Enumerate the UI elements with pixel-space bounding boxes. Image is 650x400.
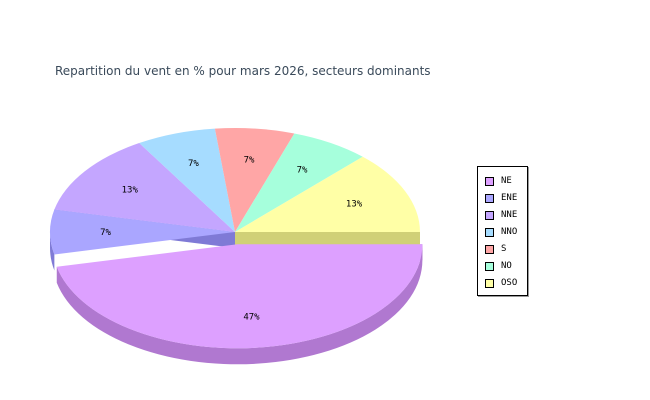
slice-label-no: 7% xyxy=(297,166,308,176)
legend-swatch xyxy=(485,261,494,271)
legend-swatch xyxy=(485,244,494,254)
slice-label-nno: 7% xyxy=(188,159,199,169)
slice-label-ne: 47% xyxy=(243,313,260,323)
pie-side-ne xyxy=(56,244,423,365)
pie-slice-ne xyxy=(56,244,423,349)
legend-label: NE xyxy=(501,176,512,186)
legend-label: NNE xyxy=(501,210,518,220)
legend: NE ENE NNE NNO S NO OSO xyxy=(477,166,528,296)
legend-swatch xyxy=(485,278,494,288)
legend-swatch xyxy=(485,193,494,203)
slice-label-ene: 7% xyxy=(100,228,111,238)
legend-item-ne: NE xyxy=(485,175,512,187)
slice-label-oso: 13% xyxy=(346,199,363,209)
legend-item-no: NO xyxy=(485,260,512,272)
legend-item-nno: NNO xyxy=(485,226,517,238)
legend-item-ene: ENE xyxy=(485,192,517,204)
legend-label: OSO xyxy=(501,278,518,288)
pie-side-ene xyxy=(50,232,55,271)
pie-slice-oso xyxy=(235,156,420,232)
pie-cut-oso xyxy=(235,232,420,248)
pie-slice-no xyxy=(235,133,363,232)
slice-label-nne: 13% xyxy=(122,186,139,196)
pie-slice-nne xyxy=(54,143,236,232)
legend-label: NNO xyxy=(501,227,518,237)
legend-item-nne: NNE xyxy=(485,209,517,221)
slice-label-s: 7% xyxy=(244,156,255,166)
legend-swatch xyxy=(485,210,494,220)
legend-swatch xyxy=(485,176,494,186)
chart-title: Repartition du vent en % pour mars 2026,… xyxy=(55,64,431,78)
legend-item-s: S xyxy=(485,243,506,255)
legend-label: S xyxy=(501,244,507,254)
legend-label: NO xyxy=(501,261,512,271)
legend-item-oso: OSO xyxy=(485,277,517,289)
pie-slice-nno xyxy=(139,128,235,232)
legend-swatch xyxy=(485,227,494,237)
pie-slice-s xyxy=(214,127,295,232)
pie-slice-ene xyxy=(50,209,235,255)
legend-label: ENE xyxy=(501,193,518,203)
